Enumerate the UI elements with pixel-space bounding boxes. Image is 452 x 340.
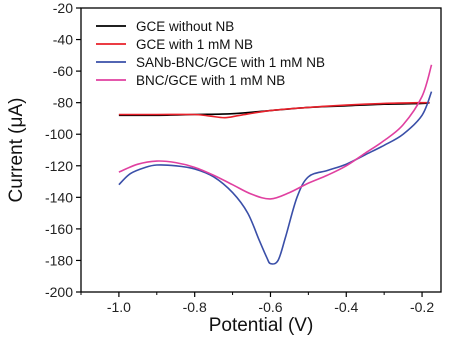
y-tick-label: -80 — [53, 95, 73, 111]
x-tick-label: -0.6 — [258, 299, 282, 315]
legend-label: GCE without NB — [136, 19, 234, 34]
series-line-3 — [118, 91, 433, 265]
series-layer — [118, 64, 433, 265]
x-tick-label: -0.4 — [334, 299, 358, 315]
x-axis-title: Potential (V) — [209, 315, 314, 336]
legend-label: GCE with 1 mM NB — [136, 37, 253, 52]
x-tick-label: -1.0 — [107, 299, 131, 315]
y-tick-label: -120 — [45, 158, 73, 174]
series-line-4 — [118, 64, 433, 200]
legend-label: BNC/GCE with 1 mM NB — [136, 73, 285, 88]
x-axis-ticks: -1.0 -0.8 -0.6 -0.4 -0.2 — [80, 292, 434, 315]
legend: GCE without NB GCE with 1 mM NB SANb-BNC/G… — [96, 19, 325, 88]
y-axis-ticks: -20 -40 -60 -80 -100 -120 -140 -160 -180 -200 — [45, 0, 81, 300]
x-tick-label: -0.8 — [183, 299, 207, 315]
y-axis-title: Current (μA) — [6, 98, 27, 203]
y-tick-label: -40 — [53, 32, 73, 48]
series-line-2 — [118, 101, 430, 119]
y-tick-label: -60 — [53, 63, 73, 79]
x-tick-label: -0.2 — [410, 299, 434, 315]
legend-label: SANb-BNC/GCE with 1 mM NB — [136, 55, 325, 70]
series-line-1 — [118, 101, 430, 117]
y-tick-label: -100 — [45, 126, 73, 142]
y-tick-label: -20 — [53, 0, 73, 16]
y-tick-label: -200 — [45, 284, 73, 300]
y-tick-label: -180 — [45, 252, 73, 268]
y-tick-label: -140 — [45, 189, 73, 205]
plot-frame — [80, 7, 442, 293]
y-tick-label: -160 — [45, 221, 73, 237]
